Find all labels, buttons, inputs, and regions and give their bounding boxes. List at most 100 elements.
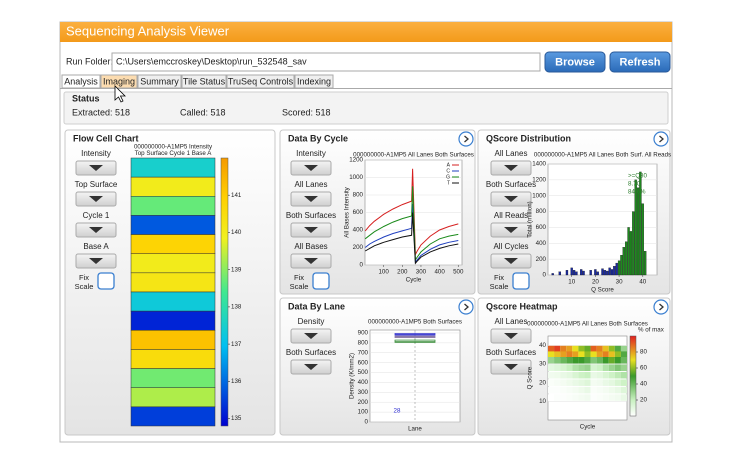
heat-cell <box>566 386 573 394</box>
expand-button[interactable] <box>458 131 474 147</box>
heat-cell <box>620 364 627 371</box>
tab[interactable] <box>226 74 295 89</box>
x-tick-label: 400 <box>434 269 445 276</box>
heat-cell <box>620 371 627 379</box>
heat-cell <box>548 386 555 394</box>
panel-title: QScore Distribution <box>486 133 571 143</box>
x-tick-label: 500 <box>453 269 464 276</box>
bar <box>625 241 628 276</box>
status-item: Extracted: 518 <box>72 107 130 117</box>
expand-button[interactable] <box>653 299 669 315</box>
heat-cell <box>614 351 621 358</box>
heat-cell <box>614 345 621 353</box>
control-label: Both Surfaces <box>486 348 536 357</box>
heat-cell <box>596 394 603 401</box>
heat-cell <box>578 394 585 401</box>
y-tick-label: 20 <box>539 379 546 386</box>
expand-button[interactable] <box>458 299 474 315</box>
heat-cell <box>590 394 597 401</box>
y-axis-label: Density (K/mm2) <box>349 353 356 399</box>
tab[interactable] <box>294 74 334 89</box>
annotation: 84.6% <box>628 189 646 196</box>
button-label: Browse <box>555 56 595 68</box>
tab-label: Tile Status <box>183 76 226 86</box>
tile <box>130 387 216 408</box>
heat-cell <box>590 386 597 394</box>
heat-cell <box>572 371 579 379</box>
y-tick-label: 600 <box>536 224 547 231</box>
y-axis-label: Total (million) <box>527 201 534 237</box>
y-tick-label: 600 <box>353 209 364 216</box>
heat-cell <box>572 345 579 353</box>
heat-cell <box>548 357 555 364</box>
heat-cell <box>596 371 603 379</box>
fix-scale-checkbox[interactable] <box>512 272 530 290</box>
expand-button[interactable] <box>653 131 669 147</box>
color-bar <box>629 335 637 417</box>
button[interactable] <box>609 51 671 73</box>
bar <box>572 270 576 276</box>
heat-cell <box>584 394 591 401</box>
bar <box>558 271 562 276</box>
heat-cell <box>578 386 585 394</box>
tab[interactable] <box>137 74 182 89</box>
color-bar-label: % of max <box>638 327 665 334</box>
run-folder-input[interactable] <box>111 52 541 72</box>
heat-cell <box>584 357 591 364</box>
bar <box>615 262 618 276</box>
tab-label: TruSeq Controls <box>228 76 294 86</box>
tab-label: Summary <box>140 76 179 86</box>
heat-cell <box>548 345 555 353</box>
heat-cell <box>608 345 615 353</box>
dropdown-arrow <box>89 227 103 233</box>
tab[interactable] <box>100 74 138 89</box>
dropdown-arrow <box>304 364 318 370</box>
heat-cell <box>596 379 603 386</box>
bar <box>608 267 611 276</box>
heat-cell <box>548 364 555 371</box>
heat-cell <box>614 357 621 364</box>
heat-cell <box>614 371 621 379</box>
heat-cell <box>566 364 573 371</box>
heat-cell <box>548 371 555 379</box>
heat-cell <box>554 351 561 358</box>
heat-cell <box>608 364 615 371</box>
bar <box>601 268 604 276</box>
fix-scale-checkbox[interactable] <box>97 272 115 290</box>
tab[interactable] <box>181 74 227 89</box>
status-box <box>63 91 669 125</box>
y-tick-label: 700 <box>358 349 369 356</box>
dropdown-arrow <box>504 196 518 202</box>
heat-cell <box>602 345 609 353</box>
heat-cell <box>560 386 567 394</box>
y-tick-label: 900 <box>358 330 369 337</box>
heat-cell <box>596 386 603 394</box>
control-label: Top Surface <box>75 180 118 189</box>
fix-scale-checkbox[interactable] <box>312 272 330 290</box>
heat-cell <box>566 394 573 401</box>
dropdown-arrow <box>304 258 318 264</box>
control-label: All Lanes <box>495 317 528 326</box>
bar <box>565 270 569 276</box>
bar <box>606 270 609 276</box>
x-tick-label: 300 <box>416 269 427 276</box>
tile <box>130 330 216 350</box>
fix-scale-label: Fix <box>494 273 504 282</box>
control-label: All Bases <box>294 242 327 251</box>
color-bar <box>220 157 229 427</box>
annotation: 8.7G <box>628 181 642 188</box>
heat-cell <box>584 371 591 379</box>
button[interactable] <box>544 51 606 73</box>
status-item: Called: 518 <box>180 107 226 117</box>
heat-cell <box>578 371 585 379</box>
x-axis-label: Cycle <box>406 277 422 284</box>
tile <box>130 196 216 216</box>
tab[interactable] <box>61 74 101 89</box>
expand-arrow <box>464 303 469 311</box>
heat-cell <box>620 351 627 358</box>
dropdown-arrow <box>504 165 518 171</box>
heat-cell <box>566 345 573 353</box>
heat-cell <box>566 351 573 358</box>
bar <box>641 203 644 276</box>
